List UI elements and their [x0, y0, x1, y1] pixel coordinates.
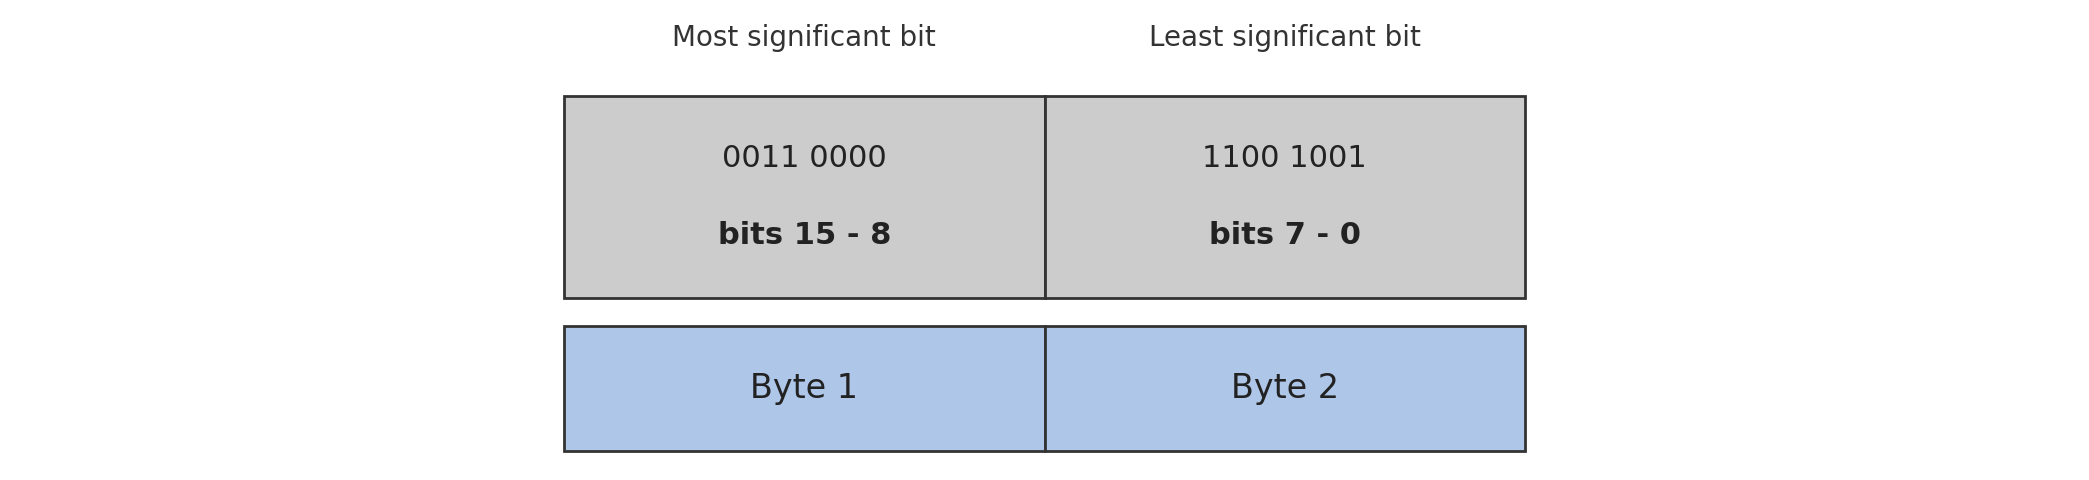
Text: Byte 2: Byte 2	[1230, 372, 1339, 405]
Text: bits 15 - 8: bits 15 - 8	[719, 221, 890, 250]
Text: 0011 0000: 0011 0000	[723, 144, 886, 173]
Text: 1100 1001: 1100 1001	[1203, 144, 1366, 173]
FancyBboxPatch shape	[564, 326, 1044, 451]
Text: Byte 1: Byte 1	[750, 372, 859, 405]
Text: Most significant bit: Most significant bit	[673, 24, 936, 52]
FancyBboxPatch shape	[564, 96, 1044, 298]
Text: Least significant bit: Least significant bit	[1149, 24, 1421, 52]
Text: bits 7 - 0: bits 7 - 0	[1210, 221, 1360, 250]
FancyBboxPatch shape	[1044, 96, 1525, 298]
FancyBboxPatch shape	[1044, 326, 1525, 451]
